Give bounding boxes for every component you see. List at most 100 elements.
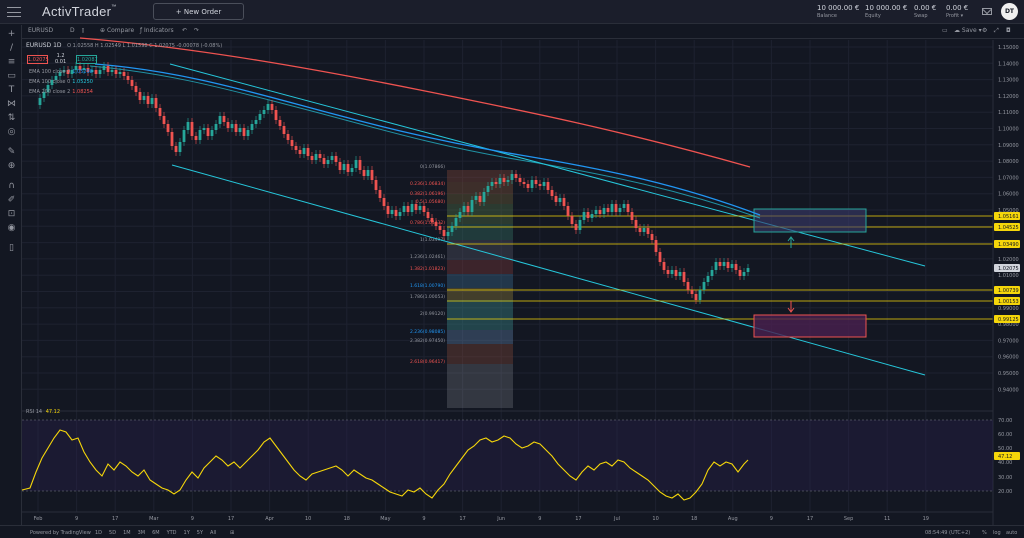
symbol-selector[interactable]: EURUSD xyxy=(28,27,54,34)
arrow-up-icon xyxy=(787,236,795,248)
level-price-tag[interactable]: 1.05161 xyxy=(994,212,1020,220)
horizontal-lines-icon[interactable]: ≡ xyxy=(7,57,16,67)
settings-icon[interactable]: ⚙ xyxy=(982,27,988,34)
candle-body xyxy=(226,122,230,128)
timeframe-button[interactable]: All xyxy=(210,530,217,536)
interval-selector[interactable]: D xyxy=(70,27,75,34)
candle-body xyxy=(542,182,546,186)
candles-icon[interactable]: ⫾ xyxy=(82,27,84,34)
level-price-tag[interactable]: 1.00739 xyxy=(994,286,1020,294)
timeframe-button[interactable]: 1Y xyxy=(183,530,190,536)
bottom-bar: Powered by TradingView 1D 5D 1M 3M 6M YTD 1Y 5Y… xyxy=(0,525,1024,538)
timeframe-button[interactable]: 5D xyxy=(109,530,117,536)
candle-body xyxy=(278,120,282,126)
candle-body xyxy=(674,270,678,276)
timeframe-button[interactable]: YTD xyxy=(166,530,177,536)
lock-draw-icon[interactable]: ✐ xyxy=(7,195,16,205)
candle-body xyxy=(598,210,602,214)
arrow-down-icon xyxy=(787,301,795,313)
time-axis[interactable]: Feb 9 17 Mar 9 17 Apr 10 18 May 9 17 Jun 9 17 Jul 10 18 Au… xyxy=(22,511,993,522)
time-tick: 9 xyxy=(422,516,425,522)
timeframe-button[interactable]: 1D xyxy=(95,530,103,536)
fib-zone xyxy=(447,300,513,330)
rectangle-icon[interactable]: ▭ xyxy=(7,71,16,81)
price-tick: 1.02000 xyxy=(998,257,1019,263)
level-price-tag[interactable]: 1.03490 xyxy=(994,240,1020,248)
last-price-tag[interactable]: 1.02075 xyxy=(994,264,1020,272)
candle-body xyxy=(646,228,650,234)
rsi-legend[interactable]: RSI 14 47.12 xyxy=(26,409,61,415)
menu-icon[interactable] xyxy=(6,5,22,19)
crosshair-icon[interactable]: + xyxy=(7,29,16,39)
horizontal-levels[interactable] xyxy=(447,215,993,320)
magnet-icon[interactable]: ∩ xyxy=(8,181,15,191)
candle-body xyxy=(306,148,310,156)
legend-ema-1[interactable]: EMA 100 close 0 1.05298 xyxy=(29,69,93,75)
timeframe-button[interactable]: 5Y xyxy=(196,530,204,536)
prediction-icon[interactable]: ⇅ xyxy=(7,113,16,123)
timeframe-button[interactable]: 6M xyxy=(152,530,160,536)
powered-by-link[interactable]: Powered by TradingView xyxy=(30,530,91,536)
candle-body xyxy=(494,182,498,184)
expand-icon[interactable]: ⤢ xyxy=(994,27,999,34)
text-icon[interactable]: T xyxy=(8,85,15,95)
compare-button[interactable]: ⊕ Compare xyxy=(100,27,135,34)
candle-body xyxy=(130,80,134,86)
candlestick-series xyxy=(38,62,750,304)
level-price-tag[interactable]: 0.99125 xyxy=(994,315,1020,323)
price-axis[interactable]: 1.15000 1.14000 1.13000 1.12000 1.11000 1.100… xyxy=(992,40,1024,525)
candle-body xyxy=(654,240,658,252)
fib-zone xyxy=(447,344,513,364)
redo-icon[interactable]: ↷ xyxy=(194,27,200,34)
lock-icon[interactable]: ⊡ xyxy=(7,209,16,219)
balance-stat: 10 000.00 € Balance xyxy=(817,4,860,19)
avatar[interactable]: DT xyxy=(1001,3,1018,20)
undo-icon[interactable]: ↶ xyxy=(182,27,188,34)
ema-100-close-line xyxy=(89,65,761,219)
candle-body xyxy=(350,168,354,172)
candle-body xyxy=(242,128,246,136)
new-order-button[interactable]: + New Order xyxy=(153,3,244,20)
channel-lower-line[interactable] xyxy=(171,164,926,376)
sell-price-button[interactable]: 1.02075 xyxy=(27,55,49,64)
trash-icon[interactable]: ▯ xyxy=(9,243,14,253)
go-to-date-icon[interactable]: ⊞ xyxy=(230,530,235,536)
candle-body xyxy=(282,126,286,134)
shapes-icon[interactable]: ◎ xyxy=(7,127,16,137)
svg-text:0.99125: 0.99125 xyxy=(998,317,1019,323)
target-box-up[interactable] xyxy=(753,208,867,233)
profit-stat[interactable]: 0.00 € Profit ▾ xyxy=(946,4,969,19)
buy-price-button[interactable]: 1.02087 xyxy=(76,55,98,64)
candle-body xyxy=(546,182,550,190)
timeframe-button[interactable]: 3M xyxy=(137,530,146,536)
mail-icon[interactable] xyxy=(982,8,992,15)
legend-ema-3[interactable]: EMA 200 close 2 1.08254 xyxy=(29,89,93,95)
log-toggle[interactable]: log xyxy=(993,530,1001,536)
camera-icon[interactable]: ◘ xyxy=(1006,27,1011,34)
candle-body xyxy=(442,230,446,236)
auto-toggle[interactable]: auto xyxy=(1006,530,1018,536)
level-price-tag[interactable]: 1.04525 xyxy=(994,223,1020,231)
legend-ohlc: O 1.02558 H 1.02549 L 1.01598 C 1.02075 … xyxy=(67,43,223,49)
timeframe-button[interactable]: 1M xyxy=(123,530,131,536)
visibility-icon[interactable]: ◉ xyxy=(7,223,16,233)
candle-body xyxy=(218,116,222,124)
rsi-tick: 30.00 xyxy=(998,475,1012,481)
save-button[interactable]: ☁ Save ▾ xyxy=(954,27,982,34)
candle-body xyxy=(38,98,42,105)
trendline-icon[interactable]: / xyxy=(9,43,14,53)
candle-body xyxy=(638,228,642,232)
fibonacci-retracement[interactable] xyxy=(447,170,513,408)
fullscreen-icon[interactable]: ▭ xyxy=(942,27,948,34)
candle-body xyxy=(294,146,298,150)
percent-toggle[interactable]: % xyxy=(982,530,987,536)
indicators-button[interactable]: ƒ Indicators xyxy=(140,27,174,34)
ruler-icon[interactable]: ✎ xyxy=(7,147,16,157)
legend-ema-2[interactable]: EMA 100 close 0 1.05250 xyxy=(29,79,93,85)
target-box-down[interactable] xyxy=(753,314,867,338)
pattern-icon[interactable]: ⋈ xyxy=(7,99,16,109)
zoom-icon[interactable]: ⊕ xyxy=(7,161,16,171)
price-tick: 1.11000 xyxy=(998,110,1019,116)
level-price-tag[interactable]: 1.00153 xyxy=(994,297,1020,305)
